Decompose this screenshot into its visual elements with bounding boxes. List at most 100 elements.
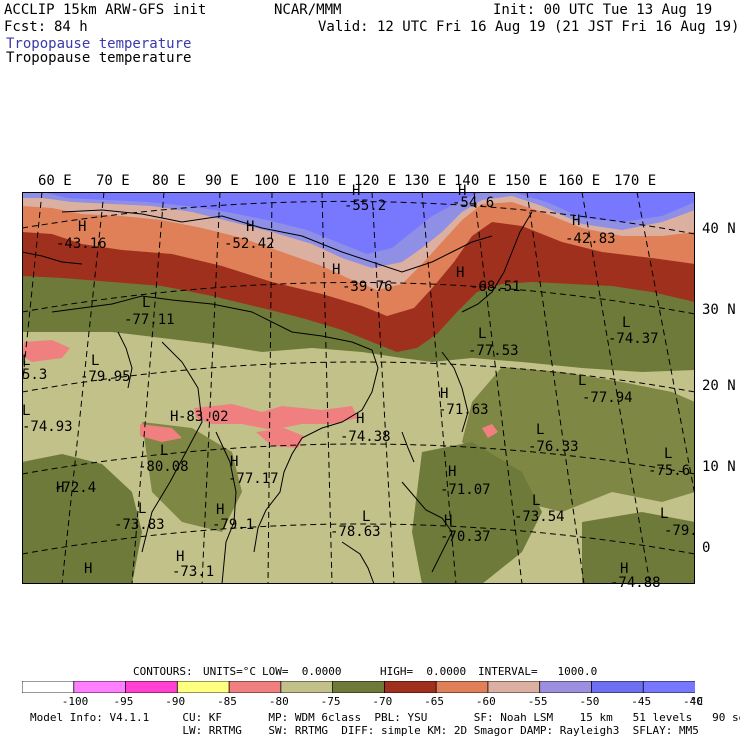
lon-label: 110 E <box>304 173 347 189</box>
center-value: -79. <box>664 523 698 539</box>
band-minus45-40 <box>512 192 695 222</box>
center-type: L <box>22 353 31 369</box>
center-value: -42.83 <box>565 231 616 247</box>
colorbar-swatch <box>487 681 541 693</box>
model-title: ACCLIP 15km ARW-GFS init <box>4 2 207 18</box>
center-type: H <box>356 411 365 427</box>
cold-patch <box>256 428 304 448</box>
colorbar-tick-label: -80 <box>268 695 289 708</box>
lon-label: 160 E <box>558 173 601 189</box>
center-type: H <box>246 219 255 235</box>
center-value: -68.51 <box>470 279 521 295</box>
olive-patch <box>412 442 542 584</box>
colorbar <box>22 681 695 693</box>
center-value: -80.08 <box>138 459 189 475</box>
lon-label: 130 E <box>404 173 447 189</box>
center-type: H <box>456 265 465 281</box>
center-value: -74.93 <box>22 419 73 435</box>
colorbar-swatch <box>383 681 438 693</box>
center-value: -73.54 <box>514 509 565 525</box>
graticule <box>22 192 695 584</box>
center-type: H <box>56 480 65 496</box>
center-value: -77.17 <box>228 471 279 487</box>
center-value: -83.02 <box>178 409 229 425</box>
lon-label: 80 E <box>152 173 186 189</box>
center-value: -79.1 <box>212 517 255 533</box>
center-type: H <box>176 549 185 565</box>
lat-label: 0 <box>702 540 711 556</box>
colorbar-tick-label: -45 <box>631 695 652 708</box>
coastlines <box>22 209 533 584</box>
center-type: H <box>332 262 341 278</box>
valid-time: Valid: 12 UTC Fri 16 Aug 19 (21 JST Fri … <box>318 19 740 35</box>
colorbar-swatch <box>228 681 282 693</box>
colorbar-tick-label: -65 <box>424 695 445 708</box>
center-value: -70.37 <box>440 529 491 545</box>
low-label: LOW= 0.0000 <box>262 665 342 678</box>
center-type: H <box>440 386 449 402</box>
lat-label: 20 N <box>702 378 736 394</box>
field-title-colored: Tropopause temperature <box>6 36 192 52</box>
colorbar-swatch <box>280 681 334 693</box>
center-type: H <box>572 213 581 229</box>
center-type: L <box>536 422 545 438</box>
lon-label: 100 E <box>254 173 297 189</box>
forecast-label: Fcst: <box>4 19 47 35</box>
lon-label: 60 E <box>38 173 72 189</box>
colorbar-tick-label: -85 <box>217 695 237 708</box>
center-value: 5.3 <box>22 367 48 383</box>
colorbar-swatch <box>125 681 179 693</box>
center-type: H <box>620 561 629 577</box>
band-minus65-60 <box>22 220 695 352</box>
colorbar-swatch <box>435 681 489 693</box>
lon-label: 150 E <box>505 173 548 189</box>
colorbar-tick-label: -90 <box>165 695 186 708</box>
center-type: L <box>142 295 151 311</box>
organization: NCAR/MMM <box>274 2 342 18</box>
center-value: -75.6 <box>648 463 691 479</box>
colorbar-swatch <box>22 681 75 693</box>
colorbar-tick-label: -55 <box>527 695 548 708</box>
colorbar-tick-label: -70 <box>372 695 393 708</box>
colorbar-swatch <box>176 681 230 693</box>
center-type: H <box>84 561 93 577</box>
center-type: H <box>170 409 179 425</box>
colorbar-swatch <box>539 681 593 693</box>
center-type: L <box>532 493 541 509</box>
center-value: -71.07 <box>440 482 491 498</box>
center-value: -76.33 <box>528 439 579 455</box>
colorbar-tick-label: -60 <box>475 695 496 708</box>
band-minus70-65 <box>22 270 695 372</box>
center-value: -43.16 <box>56 236 107 252</box>
lat-label: 40 N <box>702 221 736 237</box>
center-value: -77.53 <box>468 343 519 359</box>
olive-patch <box>22 454 142 584</box>
map-frame <box>22 192 695 584</box>
colorbar-unit: °C <box>690 695 704 708</box>
colorbar-swatch <box>642 681 695 693</box>
center-type: H <box>458 183 467 199</box>
center-value: -73.1 <box>172 564 215 580</box>
center-value: -54.6 <box>452 195 495 211</box>
lon-label: 140 E <box>454 173 497 189</box>
center-value: -71.63 <box>438 402 489 418</box>
center-type: L <box>91 353 100 369</box>
model-info-line1: Model Info: V4.1.1 CU: KF MP: WDM 6class… <box>30 711 740 724</box>
center-value: -74.38 <box>340 429 391 445</box>
lat-label: 10 N <box>702 459 736 475</box>
contours-label: CONTOURS: <box>133 665 193 678</box>
center-type: H <box>78 219 87 235</box>
lon-label: 170 E <box>614 173 657 189</box>
model-info-line2: LW: RRTMG SW: RRTMG DIFF: simple KM: 2D … <box>30 724 699 737</box>
center-type: L <box>478 326 487 342</box>
center-value: -77.94 <box>582 390 633 406</box>
forecast-hours: 84 h <box>54 19 88 35</box>
cold-patch <box>140 424 182 442</box>
center-type: H <box>216 502 225 518</box>
units-label: UNITS=°C <box>203 665 256 678</box>
center-value: -39.76 <box>342 279 393 295</box>
field-title: Tropopause temperature <box>6 50 192 66</box>
cold-patch <box>482 424 498 438</box>
interval-label: INTERVAL= 1000.0 <box>478 665 598 678</box>
